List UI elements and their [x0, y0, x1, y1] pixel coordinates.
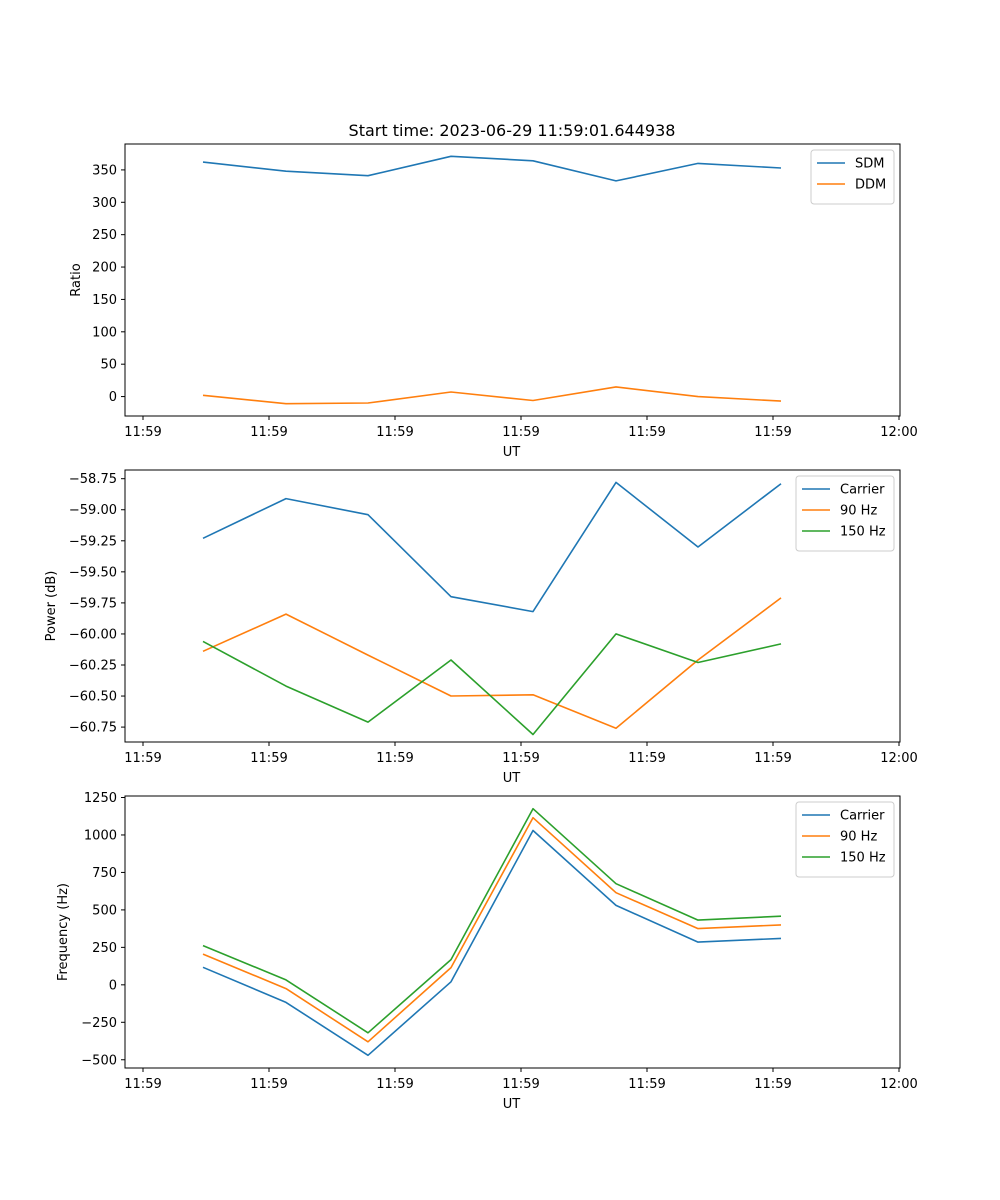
ratio-x-axis-label: UT [503, 445, 521, 460]
power-legend-label: Carrier [840, 483, 885, 498]
frequency-y-tick-label: 0 [109, 978, 117, 993]
frequency-legend-label: Carrier [840, 809, 885, 824]
power-legend-label: 90 Hz [840, 504, 877, 519]
frequency-x-tick-label: 11:59 [502, 1077, 539, 1092]
power-axes-frame [124, 469, 901, 743]
power-y-axis-label: Power (dB) [44, 571, 59, 642]
power-x-axis-label: UT [503, 771, 521, 786]
frequency-series-carrier [202, 829, 782, 1057]
frequency-series-150-hz [202, 807, 782, 1034]
power-y-tick-label: −59.50 [69, 565, 117, 580]
ratio-x-tick-label: 11:59 [502, 425, 539, 440]
frequency-y-tick-label: 500 [92, 903, 117, 918]
power-x-tick-label: 11:59 [502, 751, 539, 766]
power-x-tick-label: 12:00 [880, 751, 917, 766]
power-series-150-hz [202, 633, 782, 736]
frequency-y-axis-label: Frequency (Hz) [56, 883, 71, 981]
frequency-y-tick-label: 750 [92, 866, 117, 881]
ratio-axes-frame [124, 143, 901, 417]
power-y-tick-label: −58.75 [69, 472, 117, 487]
power-y-tick-label: −60.75 [69, 721, 117, 736]
power-panel: −60.75 −60.50 −60.25 −60.00 −59.75 −59.50 −59.… [44, 469, 918, 786]
power-y-tick-label: −60.25 [69, 658, 117, 673]
frequency-legend-label: 150 Hz [840, 851, 886, 866]
power-series-90-hz [202, 597, 782, 730]
ratio-x-tick-label: 11:59 [754, 425, 791, 440]
ratio-y-tick-label: 50 [100, 358, 117, 373]
figure-title: Start time: 2023-06-29 11:59:01.644938 [349, 121, 676, 140]
power-x-tick-label: 11:59 [628, 751, 665, 766]
ratio-series-sdm [202, 155, 782, 182]
frequency-y-tick-label: −500 [81, 1053, 117, 1068]
frequency-x-tick-label: 11:59 [376, 1077, 413, 1092]
ratio-y-tick-label: 300 [92, 196, 117, 211]
power-y-tick-label: −60.50 [69, 690, 117, 705]
ratio-x-tick-label: 11:59 [376, 425, 413, 440]
ratio-panel: 0 50 100 150 200 250 300 350 11:59 11:59 11:59 11:5… [69, 143, 918, 460]
power-y-tick-label: −60.00 [69, 627, 117, 642]
frequency-x-tick-label: 11:59 [250, 1077, 287, 1092]
power-series-carrier [202, 481, 782, 613]
power-legend-label: 150 Hz [840, 525, 886, 540]
ratio-y-tick-label: 100 [92, 325, 117, 340]
ratio-y-tick-label: 200 [92, 261, 117, 276]
frequency-panel: −500 −250 0 250 500 750 1000 1250 11:59 11:59 11:5… [56, 791, 918, 1112]
ratio-legend-label: DDM [855, 178, 886, 193]
ratio-y-tick-label: 0 [109, 390, 117, 405]
ratio-legend: SDM DDM [810, 149, 895, 205]
frequency-legend-box [795, 801, 895, 878]
power-y-tick-label: −59.00 [69, 503, 117, 518]
frequency-x-tick-label: 11:59 [754, 1077, 791, 1092]
ratio-y-axis-label: Ratio [69, 263, 84, 296]
power-x-tick-label: 11:59 [124, 751, 161, 766]
ratio-y-tick-label: 350 [92, 163, 117, 178]
power-x-tick-label: 11:59 [250, 751, 287, 766]
power-legend: Carrier 90 Hz 150 Hz [795, 475, 895, 552]
frequency-x-axis-label: UT [503, 1097, 521, 1112]
power-x-tick-label: 11:59 [376, 751, 413, 766]
frequency-x-tick-label: 12:00 [880, 1077, 917, 1092]
ratio-y-tick-label: 150 [92, 293, 117, 308]
frequency-legend-label: 90 Hz [840, 830, 877, 845]
ratio-x-tick-label: 11:59 [250, 425, 287, 440]
power-y-tick-label: −59.75 [69, 596, 117, 611]
frequency-x-tick-label: 11:59 [124, 1077, 161, 1092]
ratio-series-ddm [202, 386, 782, 405]
frequency-y-tick-label: −250 [81, 1016, 117, 1031]
power-legend-box [795, 475, 895, 552]
frequency-x-tick-label: 11:59 [628, 1077, 665, 1092]
frequency-y-tick-label: 250 [92, 941, 117, 956]
frequency-y-tick-label: 1000 [84, 828, 117, 843]
frequency-series-90-hz [202, 816, 782, 1043]
frequency-legend: Carrier 90 Hz 150 Hz [795, 801, 895, 878]
ratio-x-tick-label: 11:59 [628, 425, 665, 440]
power-x-tick-label: 11:59 [754, 751, 791, 766]
ratio-y-tick-label: 250 [92, 228, 117, 243]
ratio-legend-label: SDM [855, 157, 884, 172]
power-y-tick-label: −59.25 [69, 534, 117, 549]
frequency-y-tick-label: 1250 [84, 791, 117, 806]
frequency-axes-frame [124, 795, 901, 1069]
ratio-x-tick-label: 12:00 [880, 425, 917, 440]
ratio-x-tick-label: 11:59 [124, 425, 161, 440]
